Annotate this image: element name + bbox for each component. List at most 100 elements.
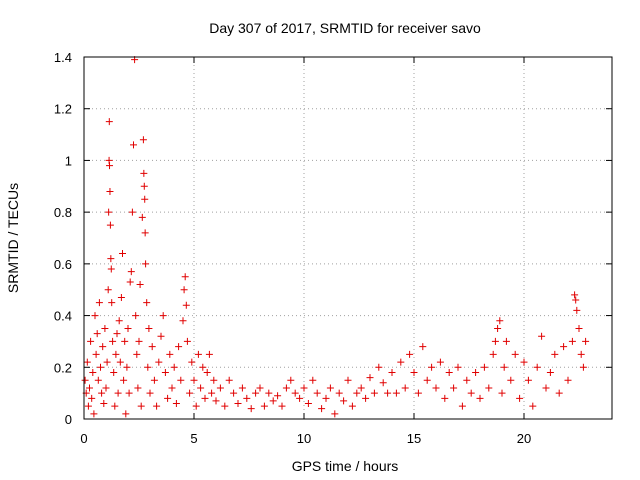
data-point bbox=[134, 384, 142, 392]
data-point bbox=[384, 389, 392, 397]
y-tick-label: 0.4 bbox=[54, 309, 72, 324]
data-point bbox=[144, 363, 152, 371]
data-point bbox=[436, 358, 444, 366]
data-point bbox=[90, 410, 98, 418]
data-point bbox=[221, 402, 229, 410]
data-point bbox=[450, 384, 458, 392]
data-point bbox=[406, 350, 414, 358]
data-point bbox=[309, 376, 317, 384]
data-point bbox=[84, 402, 92, 410]
data-point bbox=[148, 343, 156, 351]
y-tick-label: 0.6 bbox=[54, 257, 72, 272]
y-tick-label: 1.4 bbox=[54, 50, 72, 65]
data-point bbox=[120, 376, 128, 384]
data-point bbox=[107, 265, 115, 273]
data-point bbox=[230, 389, 238, 397]
data-point bbox=[419, 343, 427, 351]
data-point bbox=[168, 384, 176, 392]
data-points bbox=[81, 56, 590, 418]
data-point bbox=[117, 293, 125, 301]
data-point bbox=[410, 368, 418, 376]
data-point bbox=[568, 337, 576, 345]
data-point bbox=[199, 363, 207, 371]
data-point bbox=[139, 136, 147, 144]
data-point bbox=[331, 410, 339, 418]
y-tick-label: 1.2 bbox=[54, 102, 72, 117]
data-point bbox=[564, 376, 572, 384]
data-point bbox=[326, 384, 334, 392]
data-point bbox=[579, 363, 587, 371]
data-point bbox=[318, 405, 326, 413]
data-point bbox=[274, 392, 282, 400]
axis-ticks bbox=[83, 56, 612, 420]
data-point bbox=[353, 389, 361, 397]
data-point bbox=[498, 389, 506, 397]
data-point bbox=[92, 350, 100, 358]
data-point bbox=[335, 389, 343, 397]
data-point bbox=[125, 389, 133, 397]
data-point bbox=[458, 402, 466, 410]
data-point bbox=[572, 296, 580, 304]
data-point bbox=[181, 273, 189, 281]
data-point bbox=[111, 402, 119, 410]
data-point bbox=[205, 350, 213, 358]
data-point bbox=[157, 332, 165, 340]
x-tick-label: 5 bbox=[190, 431, 197, 446]
data-point bbox=[516, 394, 524, 402]
data-point bbox=[105, 208, 113, 216]
data-point bbox=[575, 325, 583, 332]
data-point bbox=[112, 350, 120, 358]
data-point bbox=[98, 389, 106, 397]
data-point bbox=[119, 250, 126, 258]
data-point bbox=[304, 399, 312, 407]
data-point bbox=[502, 337, 510, 345]
data-point bbox=[278, 402, 286, 410]
data-point bbox=[256, 384, 264, 392]
y-tick-label: 1 bbox=[65, 153, 72, 168]
data-point bbox=[115, 317, 123, 325]
data-point bbox=[203, 368, 211, 376]
data-point bbox=[194, 350, 202, 358]
data-point bbox=[87, 337, 95, 345]
data-point bbox=[234, 399, 242, 407]
data-point bbox=[116, 358, 124, 366]
data-point bbox=[155, 358, 163, 366]
data-point bbox=[159, 312, 167, 320]
data-point bbox=[123, 363, 131, 371]
data-point bbox=[188, 358, 196, 366]
data-point bbox=[179, 317, 187, 325]
data-point bbox=[186, 389, 194, 397]
data-point bbox=[507, 376, 515, 384]
data-point bbox=[135, 337, 143, 345]
data-point bbox=[201, 394, 209, 402]
data-point bbox=[106, 187, 114, 195]
data-point bbox=[104, 286, 112, 294]
data-point bbox=[379, 379, 387, 387]
data-point bbox=[88, 394, 96, 402]
data-point bbox=[208, 389, 216, 397]
data-point bbox=[130, 141, 137, 149]
data-point bbox=[103, 358, 111, 366]
data-point bbox=[491, 337, 499, 345]
data-point bbox=[538, 332, 546, 340]
data-point bbox=[560, 343, 568, 351]
data-point bbox=[180, 286, 188, 294]
data-point bbox=[126, 278, 134, 286]
x-tick-label: 15 bbox=[407, 431, 421, 446]
data-point bbox=[99, 343, 107, 351]
data-point bbox=[463, 376, 471, 384]
grid-lines bbox=[84, 57, 612, 419]
data-point bbox=[496, 317, 504, 325]
data-point bbox=[91, 312, 99, 320]
data-point bbox=[542, 384, 550, 392]
data-point bbox=[107, 255, 115, 263]
data-point bbox=[551, 350, 559, 358]
plot-frame bbox=[83, 56, 613, 420]
data-point bbox=[146, 389, 154, 397]
data-point bbox=[524, 376, 532, 384]
data-point bbox=[300, 384, 308, 392]
data-point bbox=[177, 376, 185, 384]
data-point bbox=[282, 384, 290, 392]
data-point bbox=[247, 405, 255, 413]
data-point bbox=[142, 260, 150, 268]
